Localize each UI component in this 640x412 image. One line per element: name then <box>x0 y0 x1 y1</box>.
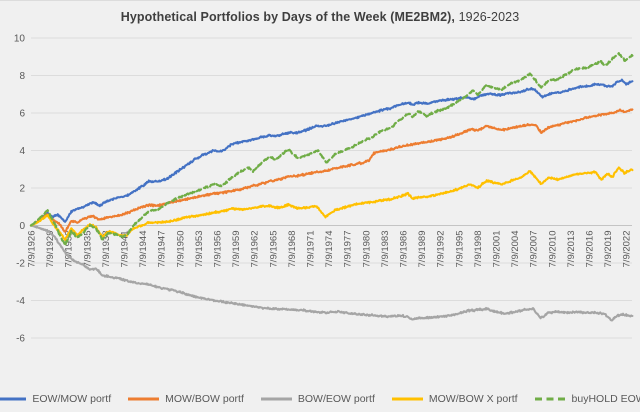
legend-item-eow-mow-portf: EOW/MOW portf <box>0 393 111 405</box>
x-tick-label: 7/9/1971 <box>306 231 317 268</box>
x-tick-label: 7/9/2019 <box>603 231 614 268</box>
y-tick-label: 8 <box>19 71 25 82</box>
legend-label: MOW/BOW portf <box>165 393 244 405</box>
x-tick-label: 7/9/1974 <box>324 231 335 268</box>
legend-item-mow-bow-portf: MOW/BOW portf <box>127 393 244 405</box>
x-tick-label: 7/9/1992 <box>436 231 447 268</box>
x-tick-label: 7/9/1956 <box>213 231 224 268</box>
x-tick-label: 7/9/1995 <box>454 231 465 268</box>
legend-line-swatch <box>534 397 566 401</box>
x-tick-label: 7/9/2001 <box>492 231 503 268</box>
chart-legend: EOW/MOW portf MOW/BOW portf BOW/EOW portf M… <box>0 393 640 405</box>
x-tick-label: 7/9/1947 <box>157 231 168 268</box>
series-line-mow-bow-x-portf <box>29 166 634 241</box>
legend-label: BOW/EOW portf <box>297 393 375 405</box>
legend-line-swatch <box>0 397 27 401</box>
y-tick-label: 10 <box>14 34 26 45</box>
x-tick-label: 7/9/1959 <box>231 231 242 268</box>
legend-line-swatch <box>391 397 423 401</box>
y-tick-label: 2 <box>19 184 25 195</box>
y-tick-label: -6 <box>16 334 25 345</box>
y-tick-label: 4 <box>19 146 25 157</box>
x-tick-label: 7/9/2022 <box>622 231 633 268</box>
x-tick-label: 7/9/1980 <box>361 231 372 268</box>
x-tick-label: 7/9/1983 <box>380 231 391 268</box>
legend-item-mow-bow-x-portf: MOW/BOW X portf <box>391 393 518 405</box>
y-tick-label: 0 <box>19 221 25 232</box>
y-tick-label: -4 <box>16 296 25 307</box>
x-tick-label: 7/9/2010 <box>547 231 558 268</box>
legend-line-swatch <box>260 397 292 401</box>
chart-title-main: Hypothetical Portfolios by Days of the W… <box>120 10 456 24</box>
x-tick-label: 7/9/1926 <box>27 231 38 268</box>
x-tick-label: 7/9/1986 <box>399 231 410 268</box>
x-tick-label: 7/9/1929 <box>45 231 56 268</box>
x-tick-label: 7/9/1935 <box>82 231 93 268</box>
x-tick-label: 7/9/2004 <box>510 231 521 268</box>
y-tick-label: 6 <box>19 109 25 120</box>
chart-title-range: 1926-2023 <box>455 10 520 24</box>
x-tick-label: 7/9/1932 <box>64 231 75 268</box>
series-line-eow-mow-portf <box>29 78 634 227</box>
x-tick-label: 7/9/1953 <box>194 231 205 268</box>
x-tick-label: 7/9/1950 <box>175 231 186 268</box>
chart-title: Hypothetical Portfolios by Days of the W… <box>0 10 640 24</box>
x-tick-label: 7/9/1944 <box>138 231 149 268</box>
x-tick-label: 7/9/1941 <box>120 231 131 268</box>
legend-label: MOW/BOW X portf <box>428 393 518 405</box>
series-line-mow-bow-portf <box>29 108 634 233</box>
x-tick-label: 7/9/2016 <box>585 231 596 268</box>
x-tick-label: 7/9/1962 <box>250 231 261 268</box>
legend-item-bow-eow-portf: BOW/EOW portf <box>260 393 375 405</box>
x-tick-label: 7/9/1968 <box>287 231 298 268</box>
series-line-buyhold-eow <box>29 51 634 247</box>
x-tick-label: 7/9/1989 <box>417 231 428 268</box>
x-tick-label: 7/9/1965 <box>268 231 279 268</box>
series-line-bow-eow-portf <box>29 224 634 322</box>
x-tick-label: 7/9/1977 <box>343 231 354 268</box>
legend-label: EOW/MOW portf <box>32 393 112 405</box>
x-tick-label: 7/9/1938 <box>101 231 112 268</box>
x-tick-label: 7/9/2013 <box>566 231 577 268</box>
legend-item-buyhold-eow: buyHOLD EOW <box>534 393 640 405</box>
y-tick-label: -2 <box>16 259 25 270</box>
legend-label: buyHOLD EOW <box>571 393 640 405</box>
x-tick-label: 7/9/1998 <box>473 231 484 268</box>
legend-line-swatch <box>128 397 160 401</box>
x-tick-label: 7/9/2007 <box>529 231 540 268</box>
